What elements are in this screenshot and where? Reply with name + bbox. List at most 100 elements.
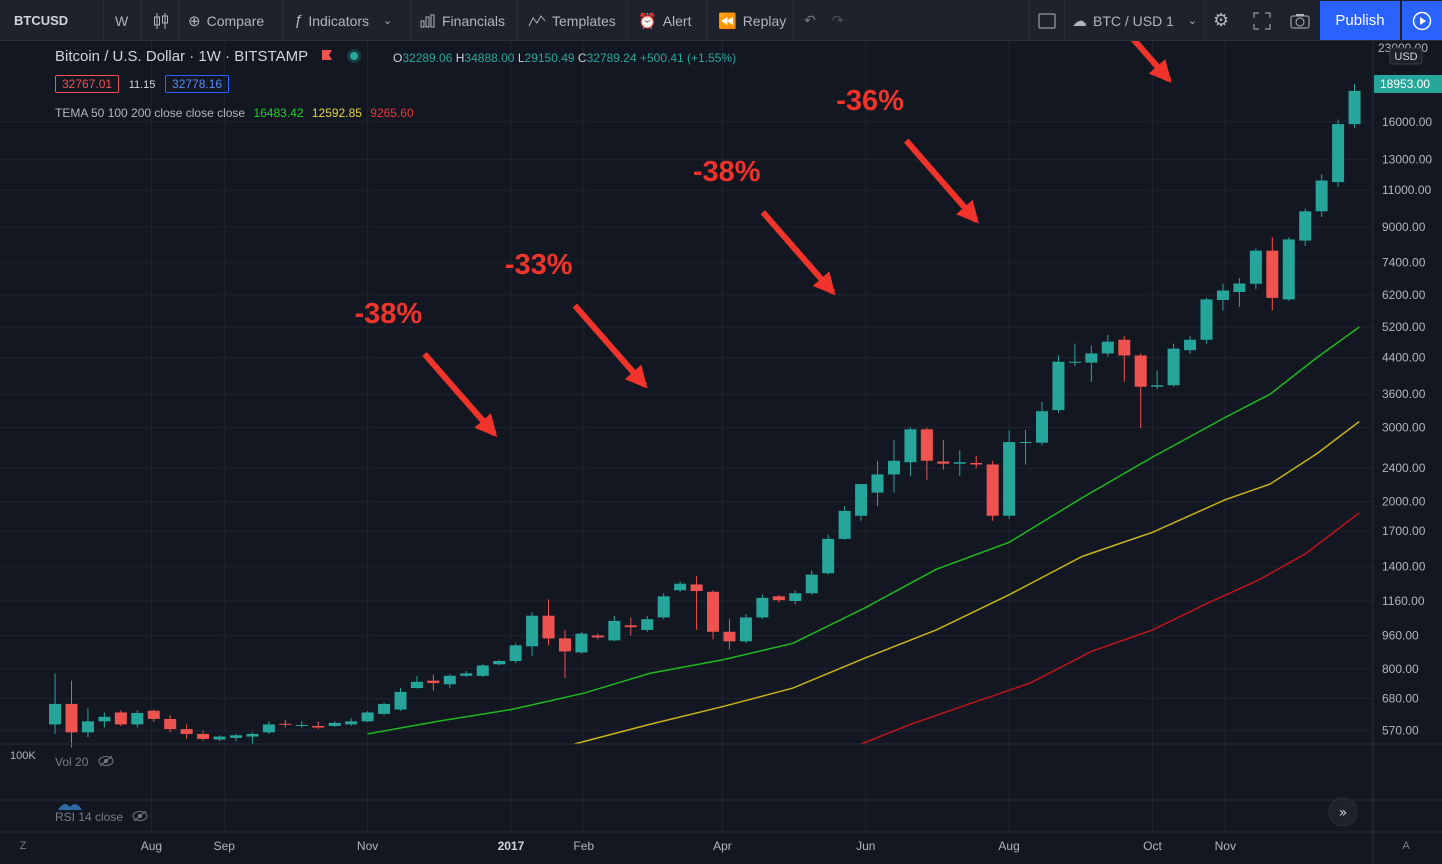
- candle: [312, 721, 325, 730]
- templates-button[interactable]: Templates: [528, 0, 616, 41]
- bid-ask: 32767.01 11.15 32778.16: [55, 75, 230, 93]
- drawdown-label[interactable]: -36%: [836, 84, 904, 117]
- pair-selector[interactable]: ☁ BTC / USD 1 ⌄: [1072, 12, 1198, 30]
- currency-badge[interactable]: [1389, 47, 1423, 65]
- candle-body: [1184, 339, 1197, 351]
- annotation-arrows: [422, 41, 1172, 437]
- candle: [1348, 83, 1361, 128]
- snapshot-button[interactable]: [1290, 0, 1310, 41]
- indicators-button[interactable]: ƒ Indicators ⌄: [294, 12, 393, 29]
- rsi-legend[interactable]: RSI 14 close: [55, 810, 148, 824]
- candle: [476, 664, 489, 677]
- symbol-search[interactable]: BTCUSD: [14, 13, 69, 28]
- price-tick-label: 7400.00: [1382, 256, 1426, 270]
- candle: [707, 590, 720, 640]
- candle-body: [1036, 411, 1049, 443]
- alert-button[interactable]: ⏰ Alert: [638, 12, 692, 30]
- candle: [394, 688, 407, 711]
- chart-background: [0, 41, 1442, 864]
- candle: [953, 450, 966, 476]
- candle: [443, 673, 456, 689]
- price-tick-label: 3600.00: [1382, 387, 1426, 401]
- candle: [262, 721, 275, 734]
- tema-legend[interactable]: TEMA 50 100 200 close close close 16483.…: [55, 106, 414, 120]
- play-button[interactable]: [1402, 1, 1442, 40]
- publish-button[interactable]: Publish: [1320, 1, 1400, 40]
- candle: [937, 440, 950, 470]
- candle-body: [756, 597, 769, 618]
- candle: [460, 671, 473, 677]
- chart-type-button[interactable]: [153, 0, 169, 41]
- ask-price[interactable]: 32778.16: [165, 75, 230, 93]
- financials-button[interactable]: Financials: [420, 0, 505, 41]
- eye-crossed-icon[interactable]: [132, 810, 148, 822]
- candle: [378, 702, 391, 716]
- candle-body: [887, 460, 900, 475]
- candle-body: [213, 736, 226, 740]
- candle-body: [1101, 341, 1114, 354]
- settings-button[interactable]: ⚙: [1213, 0, 1229, 41]
- price-tick-label: 11000.00: [1382, 183, 1431, 197]
- drawdown-label[interactable]: -38%: [692, 156, 761, 189]
- candle: [591, 633, 604, 640]
- corner-left-label[interactable]: Z: [20, 840, 27, 852]
- candle: [838, 506, 851, 540]
- time-tick-label: Jun: [856, 839, 875, 853]
- toolbar-divider: [706, 0, 707, 41]
- flag-icon: [322, 50, 332, 60]
- candle: [98, 712, 111, 728]
- chart-canvas[interactable]: 570.00 680.00 800.00 960.00 1160.00 1400.00 17…: [0, 41, 1442, 864]
- candle: [1315, 174, 1328, 217]
- toolbar-divider: [282, 0, 283, 41]
- candle-body: [443, 675, 456, 685]
- candle: [197, 730, 210, 741]
- chevron-down-icon: ⌄: [1187, 15, 1198, 27]
- corner-right-label[interactable]: A: [1402, 840, 1410, 852]
- replay-button[interactable]: ⏪ Replay: [718, 12, 787, 30]
- top-toolbar: BTCUSD W ⊕ Compare ƒ Indicators ⌄ Financial…: [0, 0, 1442, 41]
- toolbar-divider: [627, 0, 628, 41]
- chevron-down-icon: ⌄: [383, 15, 393, 27]
- candle-body: [526, 615, 539, 647]
- drawdown-label[interactable]: -38%: [354, 297, 423, 330]
- interval-button[interactable]: W: [115, 12, 129, 29]
- candle: [904, 427, 917, 476]
- candle: [1167, 343, 1180, 387]
- candle-body: [1085, 353, 1098, 363]
- undo-button[interactable]: ↶: [804, 0, 816, 41]
- candle: [1036, 401, 1049, 446]
- candle: [1249, 248, 1262, 290]
- annotation-arrow: [1130, 41, 1172, 83]
- time-axis[interactable]: Aug Sep Nov 2017 Feb Apr Jun Aug Oct Nov: [141, 839, 1236, 853]
- templates-icon: [528, 14, 546, 26]
- candle-body: [410, 681, 423, 689]
- fullscreen-button[interactable]: [1253, 0, 1271, 41]
- tema-line: [367, 326, 1360, 735]
- time-tick-label: Nov: [1215, 839, 1236, 853]
- bid-price[interactable]: 32767.01: [55, 75, 120, 93]
- candle: [1233, 278, 1246, 308]
- compare-button[interactable]: ⊕ Compare: [188, 12, 265, 30]
- candle-body: [871, 474, 884, 493]
- candle-body: [229, 735, 242, 738]
- volume-legend[interactable]: Vol 20: [55, 755, 114, 769]
- layout-button[interactable]: [1038, 0, 1056, 41]
- candle-body: [920, 429, 933, 461]
- candle: [789, 590, 802, 605]
- last-price-badge: [1374, 75, 1442, 93]
- eye-crossed-icon[interactable]: [98, 755, 114, 767]
- rewind-icon: ⏪: [718, 12, 737, 30]
- price-tick-label: 16000.00: [1382, 115, 1432, 129]
- scroll-to-realtime-button[interactable]: [1328, 797, 1358, 827]
- symbol-legend: Bitcoin / U.S. Dollar · 1W · BITSTAMP: [55, 48, 359, 65]
- candle-body: [98, 716, 111, 722]
- candle: [1200, 297, 1213, 344]
- candle: [1282, 237, 1295, 301]
- redo-button[interactable]: ↷: [832, 0, 844, 41]
- candle-body: [739, 617, 752, 642]
- price-axis[interactable]: 570.00 680.00 800.00 960.00 1160.00 1400.00 17…: [1382, 115, 1432, 738]
- candle-body: [1216, 290, 1229, 300]
- tema-200-value: 9265.60: [370, 106, 414, 120]
- candle-body: [1003, 442, 1016, 516]
- drawdown-label[interactable]: -33%: [504, 249, 573, 282]
